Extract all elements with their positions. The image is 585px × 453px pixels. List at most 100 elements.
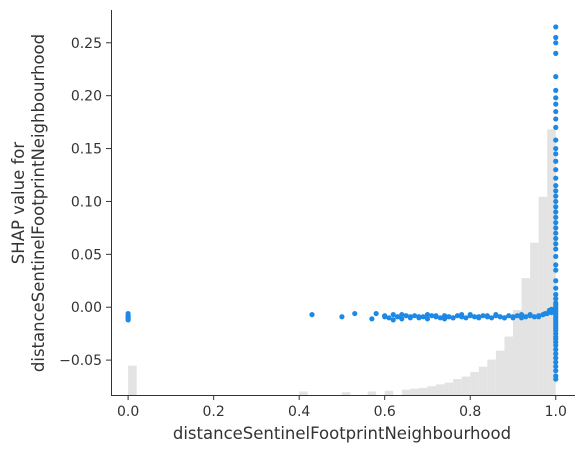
shap-point	[553, 363, 559, 370]
shap-point	[553, 137, 559, 143]
x-tick-label: 0.2	[203, 404, 225, 420]
y-axis-label-line-2: distanceSentinelFootprintNeighbourhood	[29, 34, 48, 372]
shap-point	[553, 346, 559, 353]
shap-point	[553, 74, 559, 80]
shap-point	[420, 314, 426, 320]
shap-point	[553, 151, 559, 157]
shap-point	[484, 313, 490, 319]
shap-point	[523, 314, 529, 320]
histogram-bar	[470, 371, 479, 395]
histogram-bar	[427, 386, 437, 395]
shap-point	[437, 315, 443, 321]
shap-point	[553, 101, 559, 107]
y-tick-label: 0.10	[71, 194, 102, 210]
shap-point	[369, 316, 375, 322]
y-tick-label: 0.05	[71, 247, 102, 263]
histogram-bar	[128, 365, 137, 395]
shap-point	[125, 317, 131, 323]
shap-point	[373, 310, 379, 317]
x-tick-label: 0.6	[374, 404, 396, 420]
shap-point	[553, 40, 559, 46]
shap-point	[553, 262, 559, 268]
shap-point	[497, 314, 503, 320]
shap-point	[553, 108, 559, 115]
feature-histogram	[128, 129, 556, 395]
shap-point	[542, 310, 548, 317]
shap-point	[553, 209, 559, 215]
shap-point	[493, 312, 499, 318]
shap-point	[471, 314, 478, 320]
shap-point	[553, 219, 559, 226]
shap-point	[433, 313, 439, 319]
shap-point	[553, 230, 559, 236]
shap-point	[553, 225, 559, 231]
shap-point	[536, 314, 542, 320]
shap-point	[450, 315, 456, 321]
x-tick-label: 0.4	[288, 404, 310, 420]
shap-point	[518, 312, 525, 318]
shap-point	[553, 167, 559, 173]
histogram-bar	[547, 129, 556, 395]
shap-point	[454, 313, 460, 319]
shap-point	[480, 313, 486, 319]
shap-point	[553, 50, 559, 56]
y-axis-label-line-1: SHAP value for	[9, 142, 28, 265]
shap-point	[463, 315, 469, 321]
shap-point	[441, 316, 448, 322]
histogram-bar	[410, 388, 419, 395]
x-tick-label: 1.0	[545, 404, 567, 420]
shap-points	[125, 24, 559, 382]
histogram-bar	[367, 391, 377, 395]
histogram-bar	[495, 350, 505, 395]
x-tick-label: 0.8	[459, 404, 481, 420]
shap-point	[553, 193, 559, 199]
x-axis-label: distanceSentinelFootprintNeighbourhood	[173, 424, 511, 443]
histogram-bar	[401, 389, 411, 395]
histogram-bar	[512, 309, 522, 395]
shap-point	[553, 116, 559, 122]
shap-point	[527, 312, 533, 318]
y-tick-label: 0.25	[71, 36, 102, 52]
shap-point	[553, 376, 559, 382]
shap-point	[424, 316, 431, 322]
y-tick-label: −0.05	[59, 353, 102, 369]
shap-point	[399, 312, 405, 318]
shap-point	[531, 314, 537, 320]
shap-point	[424, 312, 431, 318]
shap-point	[459, 312, 465, 318]
shap-point	[553, 296, 559, 302]
y-ticks: −0.05 0.00 0.05 0.10 0.15 0.20 0.25	[59, 36, 111, 369]
shap-point	[553, 267, 559, 273]
shap-point	[553, 182, 559, 189]
shap-point	[553, 95, 559, 101]
shap-point	[394, 314, 401, 320]
shap-point	[553, 291, 559, 298]
shap-point	[407, 314, 413, 320]
shap-point	[553, 24, 559, 30]
histogram-bar	[418, 387, 428, 395]
shap-point	[553, 204, 559, 210]
histogram-bar	[538, 196, 548, 395]
shap-point	[386, 315, 392, 321]
shap-point	[553, 158, 559, 164]
histogram-bar	[487, 359, 496, 395]
shap-point	[467, 312, 473, 318]
shap-point	[510, 315, 516, 321]
shap-point	[553, 359, 559, 365]
shap-point	[553, 342, 559, 348]
shap-point	[476, 314, 482, 320]
shap-point	[489, 315, 495, 321]
shap-point	[309, 312, 315, 318]
shap-point	[553, 175, 559, 181]
histogram-bar	[461, 376, 471, 395]
shap-point	[553, 188, 559, 194]
histogram-bar	[521, 278, 531, 395]
y-tick-label: 0.15	[71, 142, 102, 158]
axes	[111, 10, 575, 396]
shap-point	[429, 313, 435, 319]
histogram-bar	[341, 392, 351, 395]
shap-point	[553, 198, 559, 205]
shap-point	[553, 355, 559, 361]
histogram-bar	[504, 336, 513, 395]
shap-point	[553, 368, 559, 374]
